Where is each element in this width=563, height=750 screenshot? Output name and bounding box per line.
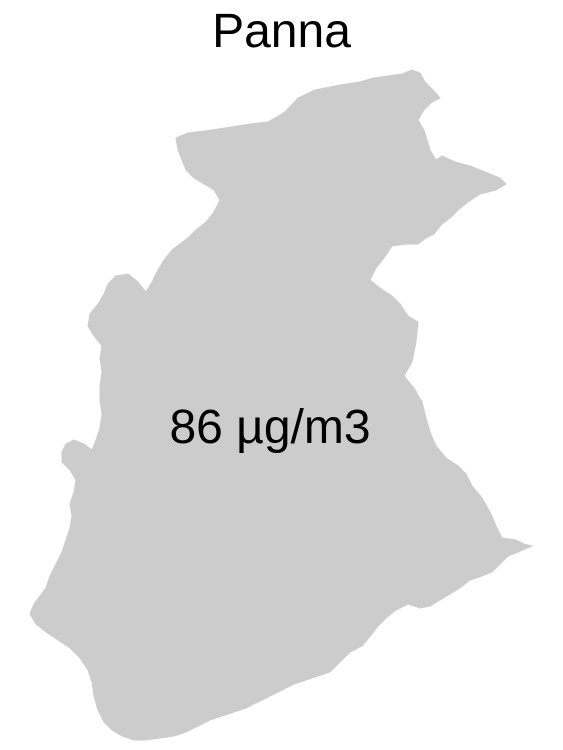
map-title: Panna (212, 5, 351, 58)
district-value-label: 86 µg/m3 (169, 401, 371, 454)
panna-district-shape (29, 69, 534, 741)
